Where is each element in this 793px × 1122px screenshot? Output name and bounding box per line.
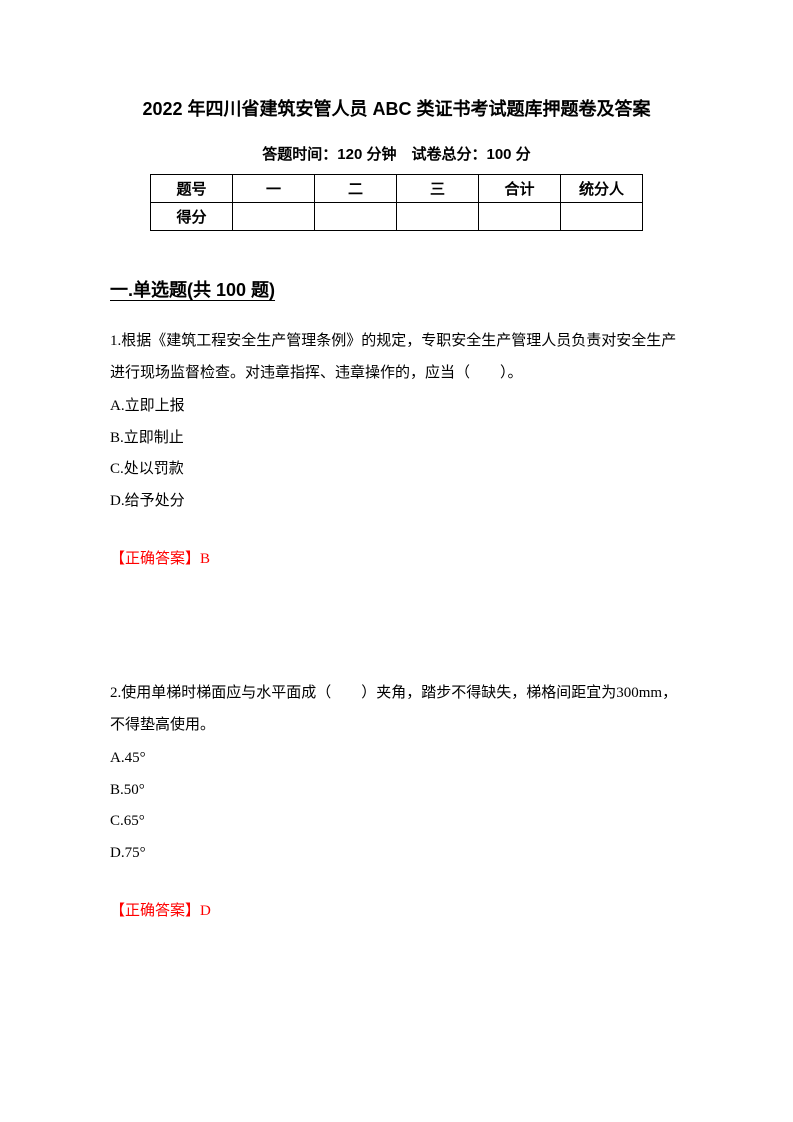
table-header-cell: 合计: [479, 175, 561, 203]
table-score-cell: [479, 203, 561, 231]
option-d: D.给予处分: [110, 486, 683, 518]
table-score-cell: [233, 203, 315, 231]
table-score-row: 得分: [151, 203, 643, 231]
option-b: B.立即制止: [110, 423, 683, 455]
option-c: C.65°: [110, 806, 683, 838]
question-block: 1.根据《建筑工程安全生产管理条例》的规定，专职安全生产管理人员负责对安全生产进…: [110, 326, 683, 568]
section-heading: 一.单选题(共 100 题): [110, 276, 683, 302]
table-score-cell: [561, 203, 643, 231]
table-header-cell: 三: [397, 175, 479, 203]
question-text: 2.使用单梯时梯面应与水平面成（ ）夹角，踏步不得缺失，梯格间距宜为300mm，…: [110, 678, 683, 741]
table-header-cell: 统分人: [561, 175, 643, 203]
option-d: D.75°: [110, 838, 683, 870]
exam-subtitle: 答题时间：120 分钟 试卷总分：100 分: [110, 143, 683, 164]
table-header-cell: 一: [233, 175, 315, 203]
table-score-cell: [315, 203, 397, 231]
table-score-label: 得分: [151, 203, 233, 231]
table-header-row: 题号 一 二 三 合计 统分人: [151, 175, 643, 203]
option-a: A.立即上报: [110, 391, 683, 423]
option-c: C.处以罚款: [110, 454, 683, 486]
table-header-cell: 二: [315, 175, 397, 203]
option-b: B.50°: [110, 775, 683, 807]
correct-answer: 【正确答案】B: [110, 547, 683, 568]
question-block: 2.使用单梯时梯面应与水平面成（ ）夹角，踏步不得缺失，梯格间距宜为300mm，…: [110, 678, 683, 920]
option-a: A.45°: [110, 743, 683, 775]
table-header-cell: 题号: [151, 175, 233, 203]
table-score-cell: [397, 203, 479, 231]
exam-title: 2022 年四川省建筑安管人员 ABC 类证书考试题库押题卷及答案: [110, 95, 683, 121]
question-text: 1.根据《建筑工程安全生产管理条例》的规定，专职安全生产管理人员负责对安全生产进…: [110, 326, 683, 389]
score-table: 题号 一 二 三 合计 统分人 得分: [150, 174, 643, 231]
correct-answer: 【正确答案】D: [110, 899, 683, 920]
